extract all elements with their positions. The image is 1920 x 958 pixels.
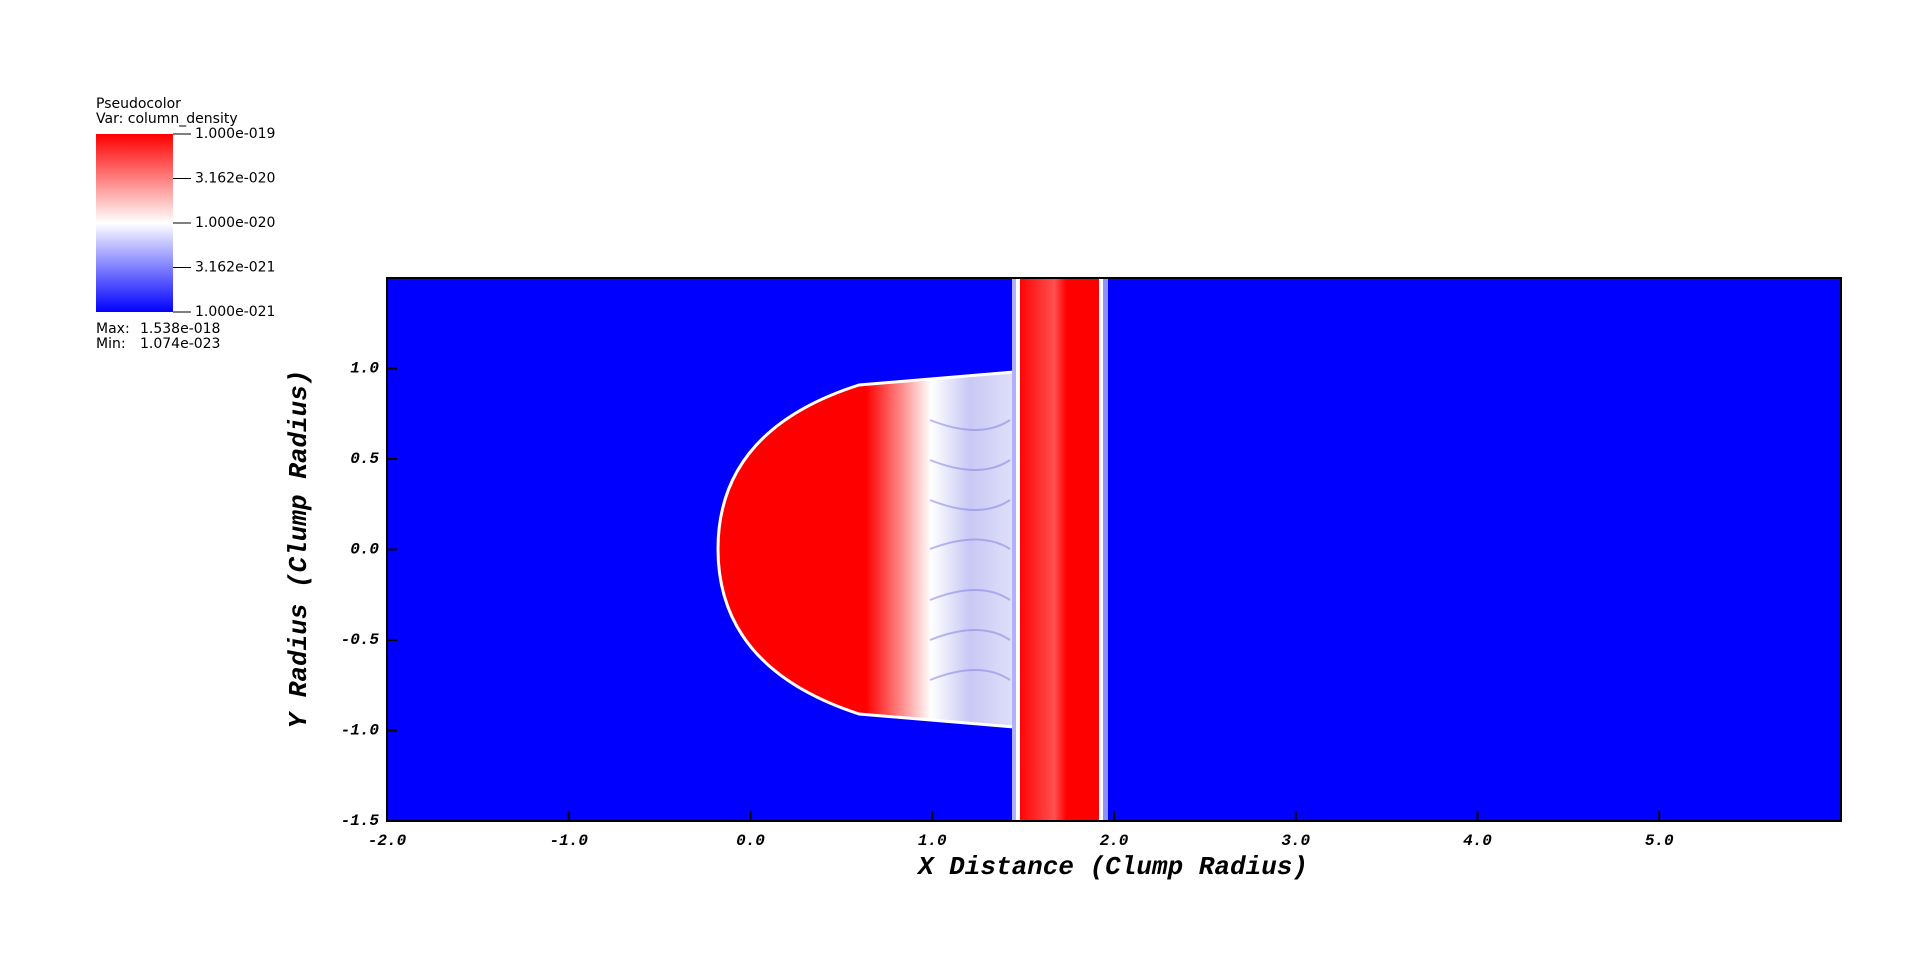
shock-edge <box>1099 278 1103 821</box>
clump-ripples <box>929 419 1011 681</box>
colorbar-tick-label: 3.162e-021 <box>195 260 275 276</box>
y-tick-label: 0.5 <box>350 450 379 468</box>
y-tick-label: 1.0 <box>350 360 379 378</box>
x-tick-label: 4.0 <box>1463 832 1492 850</box>
colorbar-tick-label: 1.000e-020 <box>195 215 275 231</box>
x-axis-label: X Distance (Clump Radius) <box>916 852 1308 882</box>
x-tick-label: -1.0 <box>550 832 589 850</box>
legend-max: 1.538e-018 <box>140 321 220 337</box>
field-image <box>387 278 1841 821</box>
y-tick-label: 0.0 <box>350 541 379 559</box>
colorbar-tick-label: 1.000e-019 <box>195 126 275 142</box>
legend-max-label: Max: <box>96 321 130 337</box>
shock-edge <box>1103 278 1108 821</box>
x-tick-label: -2.0 <box>368 832 407 850</box>
legend-min: 1.074e-023 <box>140 336 220 352</box>
legend-variable: Var: column_density <box>96 111 238 127</box>
x-tick-label: 1.0 <box>918 832 947 850</box>
legend-title: Pseudocolor <box>96 96 181 112</box>
shock-edge <box>1016 278 1020 821</box>
x-tick-label: 5.0 <box>1645 832 1674 850</box>
legend-min-label: Min: <box>96 336 126 352</box>
background-field <box>387 278 1841 821</box>
clump <box>716 370 1016 729</box>
y-tick-label: -0.5 <box>341 631 380 649</box>
y-axis-label: Y Radius (Clump Radius) <box>284 370 314 729</box>
y-tick-label: -1.5 <box>341 812 380 830</box>
x-tick-label: 0.0 <box>736 832 765 850</box>
colorbar-tick-label: 1.000e-021 <box>195 304 275 320</box>
colorbar-tick-label: 3.162e-020 <box>195 171 275 187</box>
y-tick-label: -1.0 <box>341 722 380 740</box>
colorbar <box>96 134 173 312</box>
shock-band <box>1020 278 1099 821</box>
x-tick-label: 3.0 <box>1281 832 1310 850</box>
x-tick-label: 2.0 <box>1100 832 1129 850</box>
